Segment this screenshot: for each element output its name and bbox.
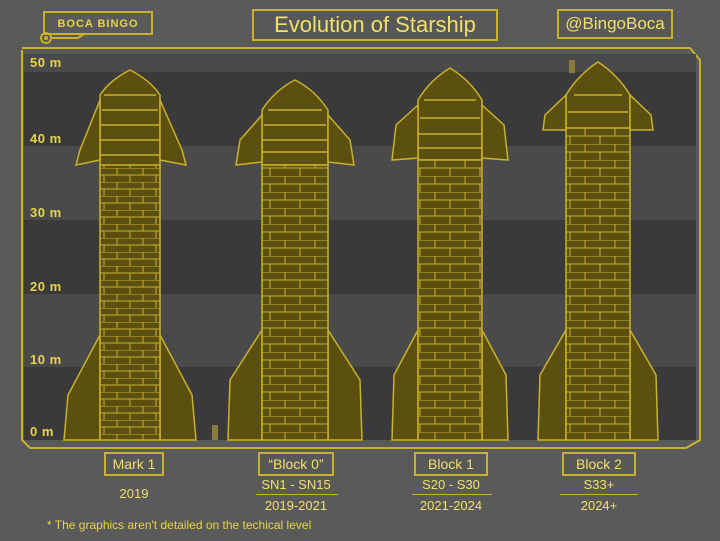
y-tick-10: 10 m [30,352,62,367]
y-tick-40: 40 m [30,131,62,146]
years-block-2: 2024+ [580,498,618,513]
years-block-1: 2021-2024 [419,498,483,513]
divider-block-2 [560,494,638,495]
rocket-block-2 [537,61,659,441]
divider-block-1 [412,494,492,495]
divider-block-0 [256,494,338,495]
label-mark-1: Mark 1 [104,452,164,476]
variants-block-0: SN1 - SN15 [261,477,331,492]
years-block-0: 2019-2021 [264,498,328,513]
label-block-2: Block 2 [562,452,636,476]
human-figure-2 [569,60,575,73]
author-handle: @BingoBoca [557,9,673,39]
rocket-mark-1 [63,69,197,441]
rocket-block-1 [391,67,509,441]
years-mark-1: 2019 [119,486,149,501]
boca-bingo-logo: BOCA BINGO [40,11,153,44]
footnote: * The graphics aren't detailed on the te… [47,518,312,532]
logo-text: BOCA BINGO [57,18,138,30]
y-tick-0: 0 m [30,424,54,439]
label-block-0: “Block 0” [258,452,334,476]
label-block-1: Block 1 [414,452,488,476]
y-tick-20: 20 m [30,279,62,294]
frame-border [21,47,701,449]
y-tick-30: 30 m [30,205,62,220]
variants-block-2: S33+ [583,477,615,492]
human-figure-1 [212,425,218,440]
page-title: Evolution of Starship [252,9,498,41]
variants-block-1: S20 - S30 [422,477,480,492]
band-top [24,54,696,72]
rocket-block-0 [227,79,363,441]
y-tick-50: 50 m [30,55,62,70]
